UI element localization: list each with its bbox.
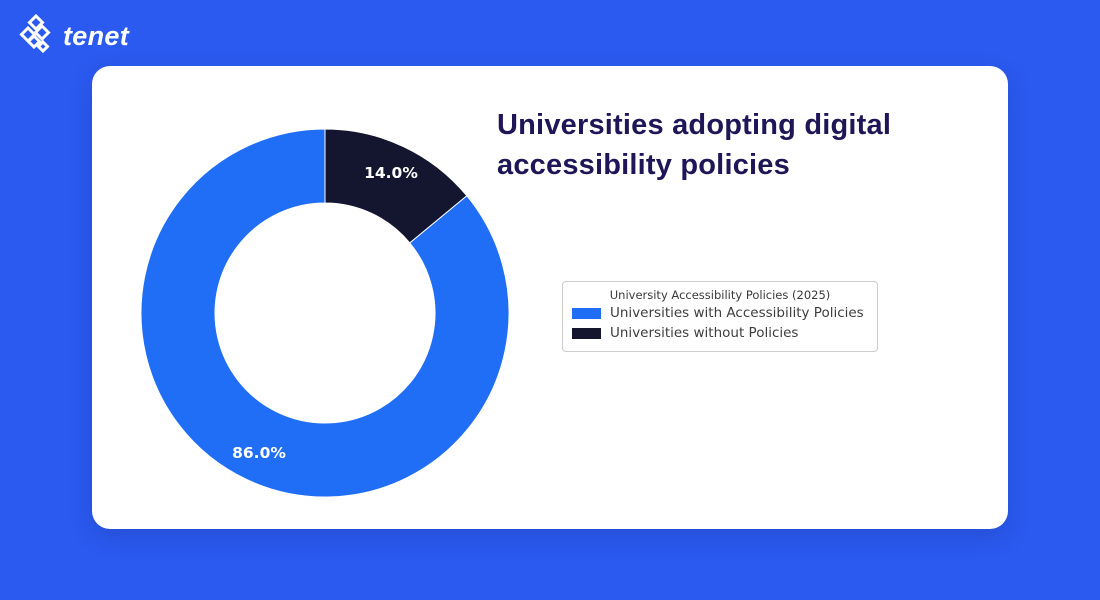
brand-logo[interactable]: tenet bbox=[16, 13, 129, 55]
chart-legend: University Accessibility Policies (2025)… bbox=[562, 281, 878, 352]
pie-slice-1 bbox=[140, 128, 510, 498]
chart-title-line1: Universities adopting digital bbox=[497, 109, 892, 142]
legend-item: Universities without Policies bbox=[572, 325, 868, 342]
legend-swatch bbox=[572, 308, 601, 319]
chart-title: Universities adopting digital accessibil… bbox=[497, 105, 987, 185]
chart-card: 86.0% 14.0% Universities adopting digital… bbox=[92, 66, 1008, 529]
legend-item: Universities with Accessibility Policies bbox=[572, 305, 868, 322]
legend-swatch bbox=[572, 328, 601, 339]
legend-title: University Accessibility Policies (2025) bbox=[609, 288, 831, 302]
pie-percent-label: 86.0% bbox=[232, 444, 286, 463]
pie-percent-label: 14.0% bbox=[364, 163, 418, 182]
donut-chart: 86.0% 14.0% bbox=[125, 113, 525, 513]
legend-items: Universities with Accessibility Policies… bbox=[572, 305, 868, 342]
legend-item-label: Universities with Accessibility Policies bbox=[610, 305, 864, 321]
legend-item-label: Universities without Policies bbox=[610, 325, 799, 341]
pie-slice-2 bbox=[324, 128, 468, 244]
tenet-logo-icon bbox=[19, 13, 51, 54]
brand-name: tenet bbox=[63, 20, 130, 51]
donut-chart-svg bbox=[140, 128, 510, 498]
chart-title-line2: accessibility policies bbox=[497, 149, 790, 182]
